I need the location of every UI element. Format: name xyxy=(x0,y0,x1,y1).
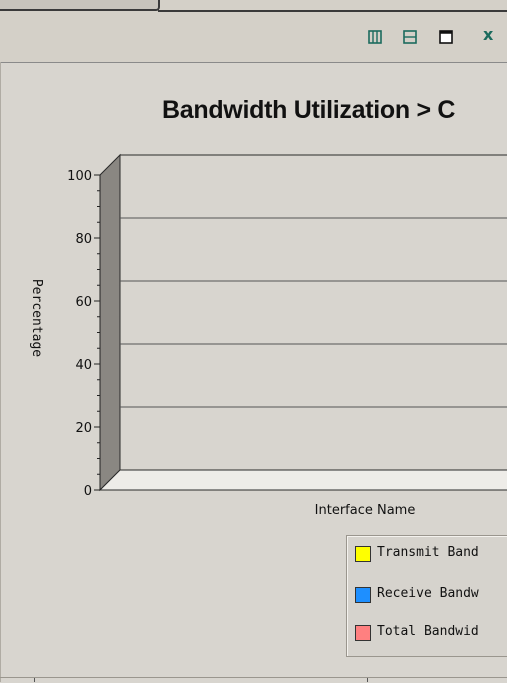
legend-label-transmit: Transmit Band xyxy=(377,545,479,560)
y-tick-label: 0 xyxy=(84,484,92,499)
close-icon[interactable]: x xyxy=(483,25,494,44)
split-vertical-icon[interactable] xyxy=(368,30,382,44)
y-axis-label: Percentage xyxy=(29,279,44,357)
maximize-icon[interactable] xyxy=(439,30,453,44)
bottom-tick xyxy=(367,678,368,682)
bottom-scrollbar-edge xyxy=(0,677,507,678)
window-tab[interactable] xyxy=(0,0,160,11)
chart-title: Bandwidth Utilization > C xyxy=(162,96,456,124)
chart-back-wall xyxy=(119,154,507,471)
split-horizontal-icon[interactable] xyxy=(403,30,417,44)
y-tick-label: 80 xyxy=(75,232,92,247)
top-divider xyxy=(158,10,507,12)
y-tick-label: 20 xyxy=(75,421,92,436)
chart-floor xyxy=(98,469,507,491)
chart-legend: Transmit Band Receive Bandw Total Bandwi… xyxy=(346,535,507,657)
chart-side-wall xyxy=(99,153,121,492)
legend-swatch-total xyxy=(355,625,371,641)
y-tick-label: 100 xyxy=(67,169,92,184)
legend-swatch-transmit xyxy=(355,546,371,562)
panel-toolbar xyxy=(0,14,507,62)
legend-swatch-receive xyxy=(355,587,371,603)
bottom-tick xyxy=(34,678,35,682)
legend-label-total: Total Bandwid xyxy=(377,624,479,639)
y-tick-label: 40 xyxy=(75,358,92,373)
y-tick-label: 60 xyxy=(75,295,92,310)
panel-edge xyxy=(0,62,1,682)
x-axis-label: Interface Name xyxy=(315,503,416,518)
legend-label-receive: Receive Bandw xyxy=(377,586,479,601)
